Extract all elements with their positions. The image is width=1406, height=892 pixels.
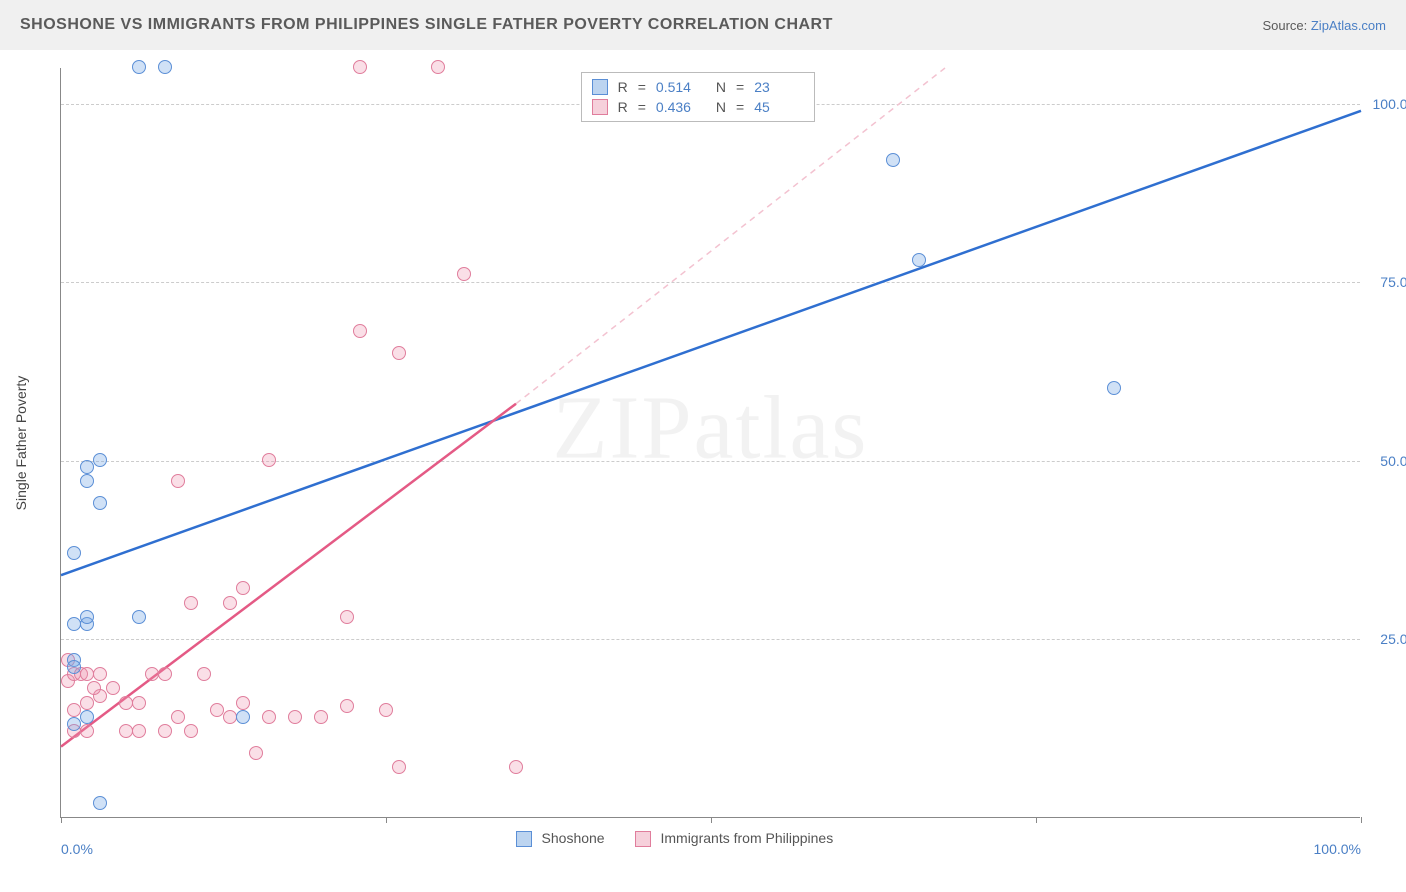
philippines-point bbox=[197, 667, 211, 681]
shoshone-point bbox=[67, 546, 81, 560]
philippines-point bbox=[184, 596, 198, 610]
philippines-point bbox=[93, 667, 107, 681]
x-tick bbox=[711, 817, 712, 823]
philippines-point bbox=[353, 324, 367, 338]
legend-row-shoshone: R = 0.514 N = 23 bbox=[592, 77, 805, 97]
philippines-point bbox=[210, 703, 224, 717]
shoshone-point bbox=[80, 610, 94, 624]
philippines-point bbox=[87, 681, 101, 695]
philippines-point bbox=[80, 696, 94, 710]
philippines-point bbox=[223, 596, 237, 610]
philippines-point bbox=[340, 610, 354, 624]
shoshone-point bbox=[912, 253, 926, 267]
x-tick bbox=[1036, 817, 1037, 823]
shoshone-point bbox=[67, 660, 81, 674]
philippines-point bbox=[457, 267, 471, 281]
r-label: R bbox=[618, 79, 628, 95]
shoshone-r-value: 0.514 bbox=[656, 79, 706, 95]
shoshone-point bbox=[93, 453, 107, 467]
philippines-point bbox=[431, 60, 445, 74]
philippines-point bbox=[509, 760, 523, 774]
shoshone-point bbox=[132, 610, 146, 624]
x-tick-label: 100.0% bbox=[1314, 841, 1361, 857]
scatter-chart: Single Father Poverty ZIPatlas 25.0%50.0… bbox=[60, 68, 1360, 818]
x-tick bbox=[386, 817, 387, 823]
watermark: ZIPatlas bbox=[553, 376, 869, 479]
source-attribution: Source: ZipAtlas.com bbox=[1262, 18, 1386, 33]
philippines-point bbox=[158, 724, 172, 738]
shoshone-point bbox=[93, 496, 107, 510]
legend-row-philippines: R = 0.436 N = 45 bbox=[592, 97, 805, 117]
gridline bbox=[61, 282, 1360, 283]
philippines-point bbox=[340, 699, 354, 713]
shoshone-n-value: 23 bbox=[754, 79, 804, 95]
philippines-point bbox=[171, 710, 185, 724]
philippines-point bbox=[236, 581, 250, 595]
philippines-point bbox=[236, 696, 250, 710]
philippines-point bbox=[184, 724, 198, 738]
shoshone-point bbox=[93, 796, 107, 810]
philippines-point bbox=[171, 474, 185, 488]
source-label: Source: bbox=[1262, 18, 1310, 33]
philippines-point bbox=[262, 453, 276, 467]
shoshone-point bbox=[1107, 381, 1121, 395]
shoshone-point bbox=[80, 460, 94, 474]
philippines-point bbox=[223, 710, 237, 724]
philippines-point bbox=[145, 667, 159, 681]
x-tick bbox=[1361, 817, 1362, 823]
shoshone-point bbox=[886, 153, 900, 167]
gridline bbox=[61, 461, 1360, 462]
philippines-point bbox=[353, 60, 367, 74]
shoshone-point bbox=[236, 710, 250, 724]
philippines-point bbox=[80, 724, 94, 738]
regression-lines bbox=[61, 68, 1360, 817]
philippines-point bbox=[132, 724, 146, 738]
philippines-point bbox=[288, 710, 302, 724]
gridline bbox=[61, 639, 1360, 640]
shoshone-point bbox=[158, 60, 172, 74]
philippines-swatch-icon bbox=[592, 99, 608, 115]
philippines-swatch-icon bbox=[635, 831, 651, 847]
philippines-point bbox=[392, 760, 406, 774]
philippines-point bbox=[314, 710, 328, 724]
series-legend: Shoshone Immigrants from Philippines bbox=[516, 830, 834, 847]
philippines-point bbox=[106, 681, 120, 695]
philippines-n-value: 45 bbox=[754, 99, 804, 115]
philippines-r-value: 0.436 bbox=[656, 99, 706, 115]
chart-header: SHOSHONE VS IMMIGRANTS FROM PHILIPPINES … bbox=[0, 0, 1406, 50]
source-link[interactable]: ZipAtlas.com bbox=[1311, 18, 1386, 33]
chart-title: SHOSHONE VS IMMIGRANTS FROM PHILIPPINES … bbox=[20, 16, 833, 34]
y-tick-label: 50.0% bbox=[1365, 453, 1406, 469]
shoshone-point bbox=[67, 617, 81, 631]
philippines-point bbox=[80, 667, 94, 681]
philippines-point bbox=[379, 703, 393, 717]
philippines-point bbox=[67, 703, 81, 717]
shoshone-point bbox=[80, 474, 94, 488]
philippines-point bbox=[119, 724, 133, 738]
philippines-point bbox=[132, 696, 146, 710]
legend-item-shoshone: Shoshone bbox=[516, 830, 605, 847]
shoshone-point bbox=[80, 710, 94, 724]
n-label: N bbox=[716, 79, 726, 95]
y-tick-label: 25.0% bbox=[1365, 631, 1406, 647]
shoshone-swatch-icon bbox=[516, 831, 532, 847]
philippines-point bbox=[119, 696, 133, 710]
shoshone-swatch-icon bbox=[592, 79, 608, 95]
philippines-point bbox=[392, 346, 406, 360]
y-tick-label: 75.0% bbox=[1365, 274, 1406, 290]
x-tick bbox=[61, 817, 62, 823]
y-axis-label: Single Father Poverty bbox=[13, 375, 29, 510]
legend-item-philippines: Immigrants from Philippines bbox=[635, 830, 834, 847]
philippines-point bbox=[158, 667, 172, 681]
x-tick-label: 0.0% bbox=[61, 841, 93, 857]
correlation-legend: R = 0.514 N = 23 R = 0.436 N = 45 bbox=[581, 72, 816, 122]
philippines-point bbox=[262, 710, 276, 724]
shoshone-point bbox=[67, 717, 81, 731]
philippines-point bbox=[249, 746, 263, 760]
y-tick-label: 100.0% bbox=[1365, 96, 1406, 112]
shoshone-point bbox=[132, 60, 146, 74]
